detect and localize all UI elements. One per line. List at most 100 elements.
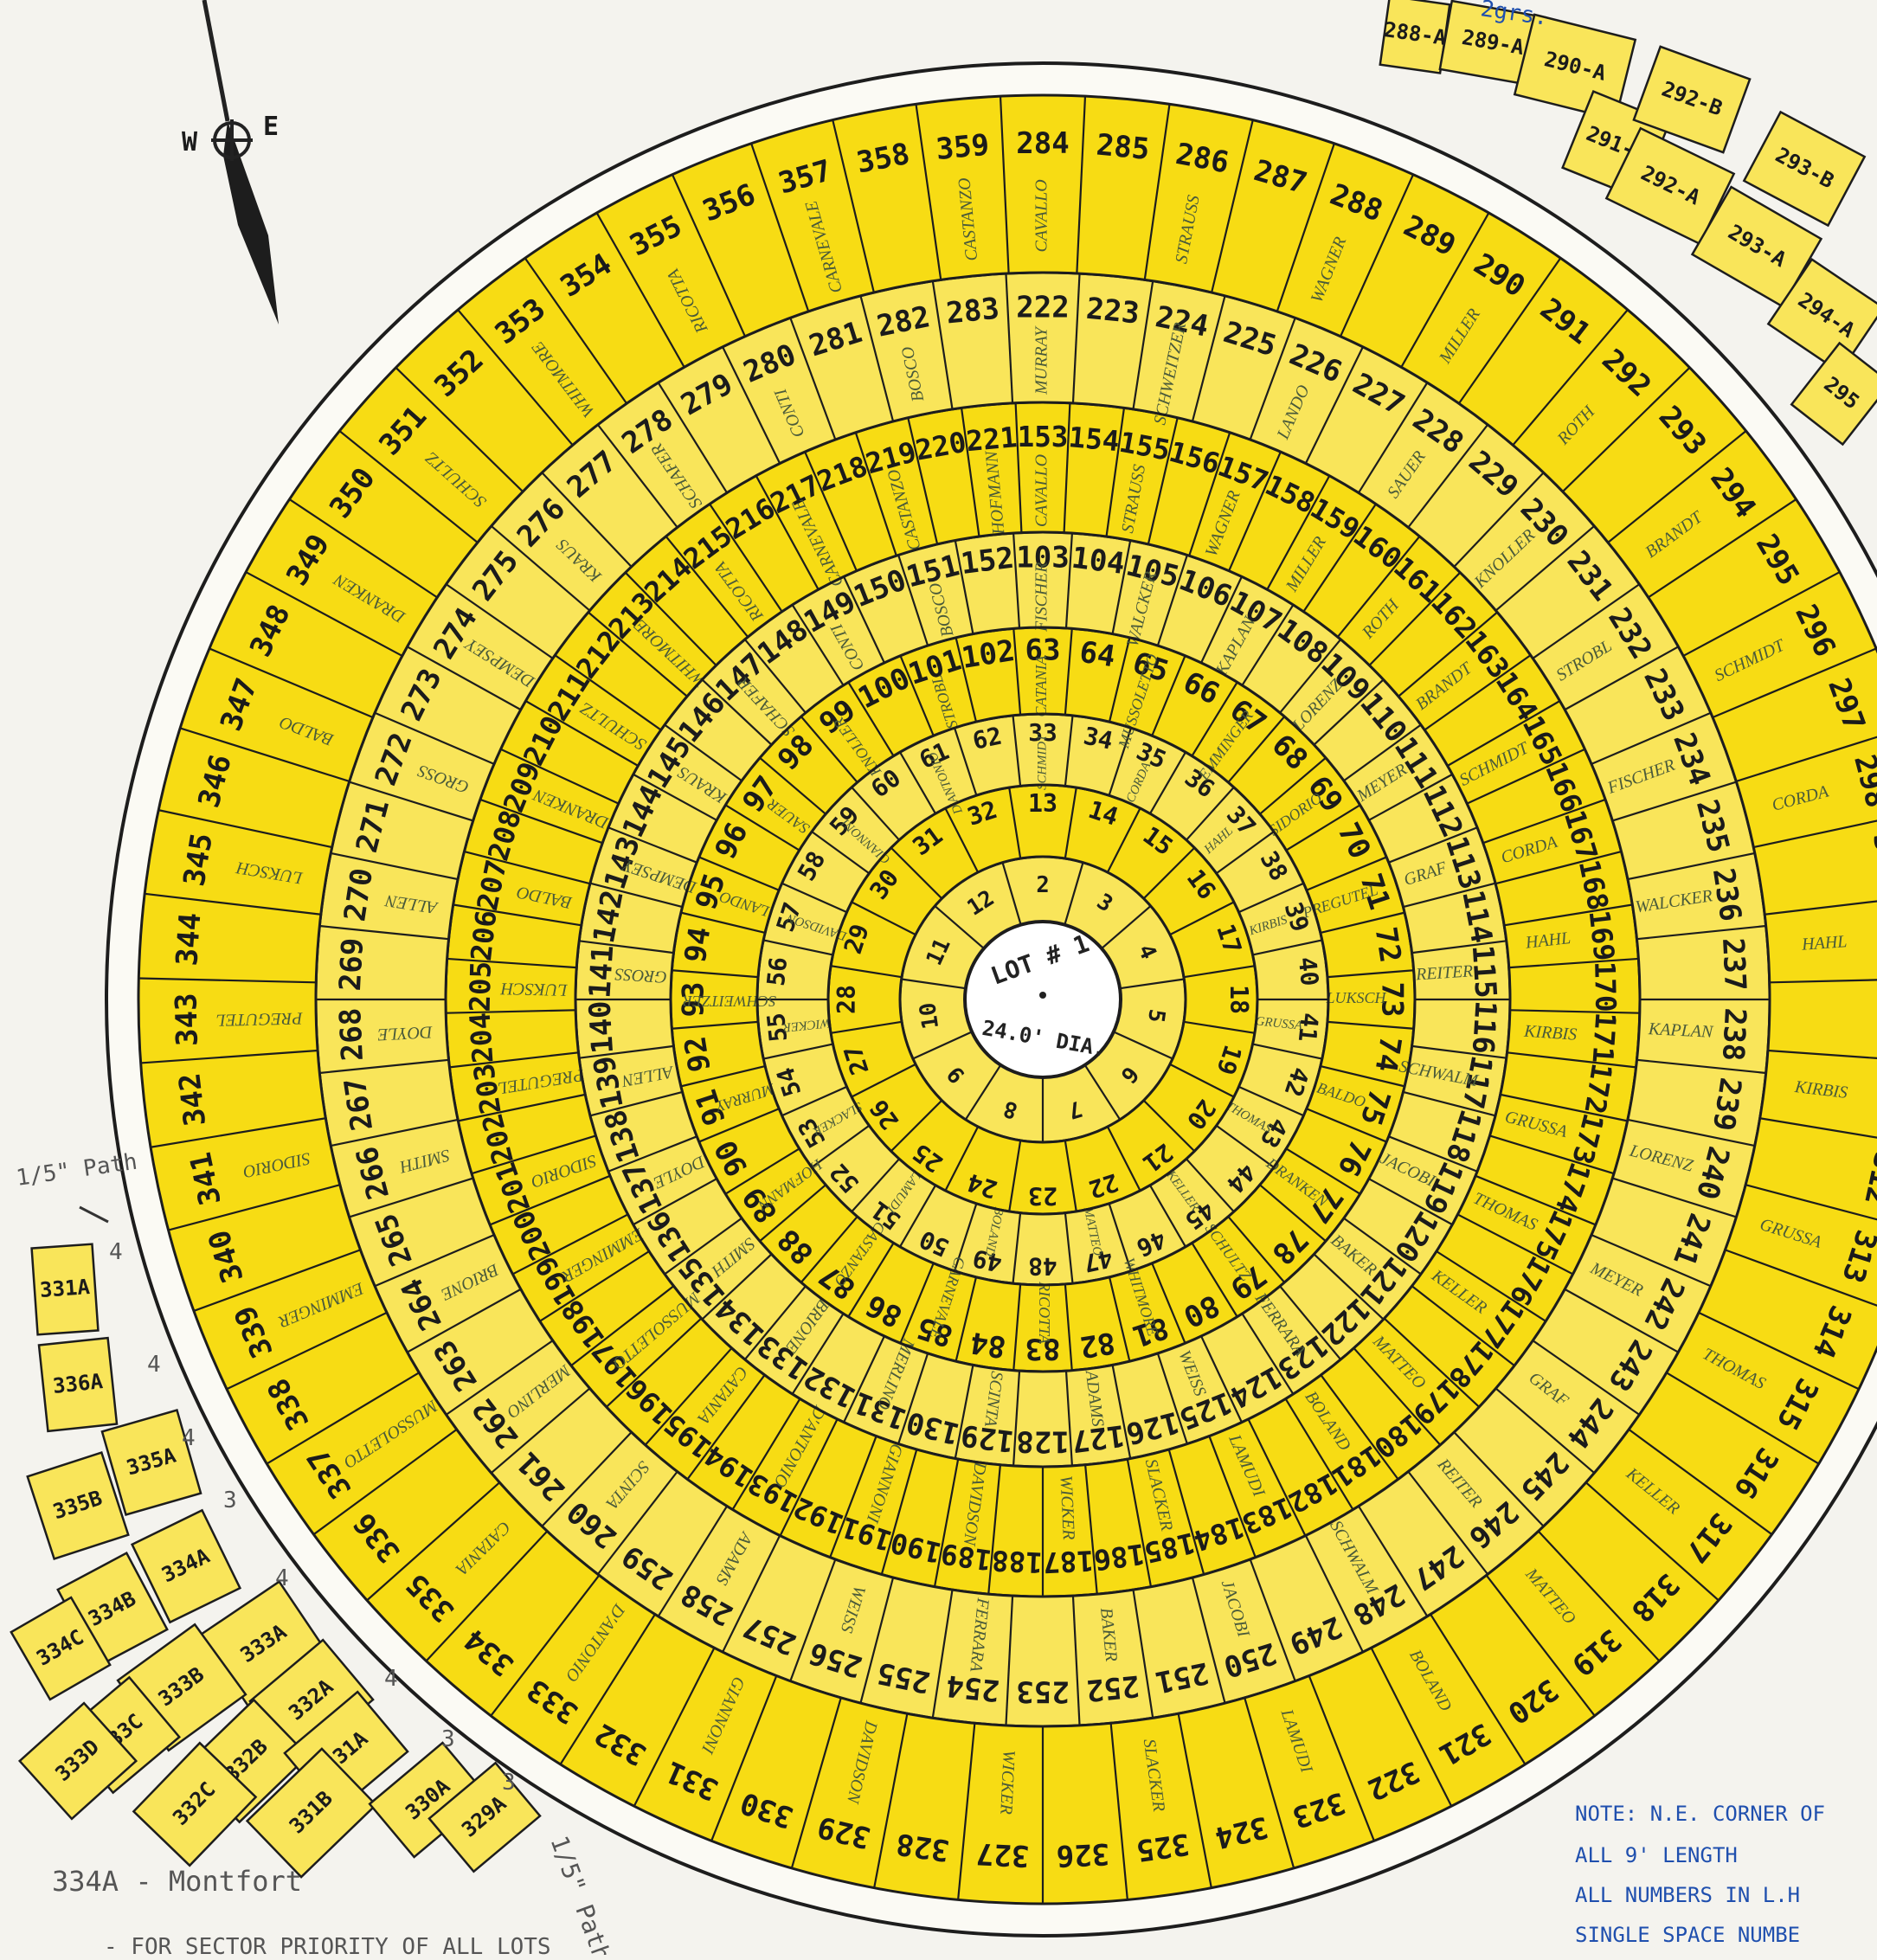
lot-number: 239 — [1706, 1076, 1748, 1134]
note-title: NOTE: N.E. CORNER OF — [1575, 1802, 1825, 1826]
svg-text:336A: 336A — [52, 1369, 105, 1398]
lot-number: 82 — [1077, 1325, 1118, 1365]
path-label-bottom: 1/5" Path — [544, 1832, 616, 1955]
compass-needle-south — [223, 121, 279, 325]
lot-number: 72 — [1368, 924, 1408, 965]
lot-number: 47 — [1081, 1243, 1115, 1277]
lot-number: 5 — [1142, 1007, 1170, 1024]
lot-number: 359 — [935, 127, 991, 167]
lot-number: 41 — [1293, 1012, 1324, 1044]
outer-lot: 293-B — [1742, 110, 1867, 228]
measure-4-c: 4 — [182, 1425, 196, 1451]
lot-number: 285 — [1095, 127, 1151, 167]
lot-owner-name: DOYLE — [377, 1022, 434, 1044]
lot-owner-name: CATANIA — [1032, 654, 1050, 717]
lot-owner-name: GROSS — [614, 964, 668, 986]
lot-number: 55 — [762, 1012, 793, 1044]
center-lot: LOT # 1 24.0' DIA. — [963, 920, 1122, 1079]
lot-number: 253 — [1016, 1674, 1069, 1709]
outer-lot: 294-A — [1766, 257, 1877, 375]
lot-number: 153 — [1018, 421, 1069, 453]
lot-number: 325 — [1135, 1826, 1192, 1867]
lot-owner-name: KIRBIS — [1522, 1022, 1577, 1044]
lot-number: 48 — [1028, 1252, 1057, 1281]
lot-owner-name: CAVALLO — [1032, 454, 1051, 527]
compass-needle-north — [202, 0, 230, 122]
lot-number: 238 — [1715, 1007, 1752, 1062]
lot-number: 205 — [464, 961, 498, 1012]
lot-owner-name: SCHMIDT — [1035, 733, 1049, 790]
lot-owner-name: REITER — [1415, 961, 1474, 984]
path-label-left: 1/5" Path — [15, 1149, 139, 1192]
lot-number: 103 — [1016, 540, 1069, 575]
bottom-cut-note: - FOR SECTOR PRIORITY OF ALL LOTS — [104, 1934, 551, 1960]
lot-number: 83 — [1025, 1332, 1061, 1366]
lot-number: 127 — [1070, 1417, 1127, 1458]
lot-owner-name: KAPLAN — [1647, 1019, 1714, 1042]
lot-number: 40 — [1293, 955, 1324, 987]
lot-number: 129 — [959, 1417, 1016, 1458]
lot-number: 104 — [1070, 541, 1127, 582]
lot-number: 269 — [333, 937, 370, 992]
lot-number: 237 — [1715, 937, 1752, 992]
lot-number: 254 — [945, 1668, 1001, 1707]
outer-lot: 290-A — [1513, 13, 1637, 121]
lot-number: 56 — [762, 955, 793, 987]
measure-3-c: 3 — [502, 1770, 516, 1796]
center-lot-circle — [963, 920, 1122, 1079]
lot-number: 284 — [1016, 126, 1069, 161]
lot-number: 33 — [1028, 718, 1057, 747]
lot-owner-name: LUKSCH — [1325, 989, 1386, 1006]
lot-owner-name: WICKER — [996, 1750, 1018, 1815]
lot-number: 128 — [1016, 1424, 1069, 1459]
note-line-2: ALL 9' LENGTH — [1575, 1843, 1738, 1867]
lot-number: 13 — [1028, 789, 1057, 818]
lot-number: 102 — [959, 633, 1017, 676]
lot-number: 221 — [965, 421, 1019, 458]
measure-4-b: 4 — [147, 1352, 161, 1378]
lot-number: 34 — [1081, 722, 1115, 755]
lot-number: 344 — [170, 911, 208, 967]
svg-text:331A: 331A — [39, 1275, 91, 1302]
compass: W E — [182, 0, 279, 325]
lot-number: 2 — [1036, 872, 1049, 898]
lot-owner-name: GRUSSA — [1255, 1014, 1304, 1033]
lot-number: 203 — [467, 1061, 508, 1116]
outer-lot: 292-A — [1604, 126, 1736, 246]
outer-lot: 329A — [427, 1761, 542, 1873]
lot-number: 188 — [991, 1544, 1043, 1579]
lot-number: 74 — [1368, 1034, 1408, 1075]
note-line-4: SINGLE SPACE NUMBE — [1575, 1923, 1801, 1947]
outer-lot: 332C — [132, 1741, 258, 1867]
lot-owner-name: WICKER — [1057, 1475, 1078, 1540]
outer-lot: 336A — [37, 1336, 119, 1433]
lot-number: 23 — [1028, 1181, 1057, 1210]
compass-west-label: W — [182, 127, 198, 157]
outer-lot: 331B — [245, 1747, 378, 1879]
lot-number: 115 — [1465, 944, 1503, 999]
lot-number: 204 — [464, 1012, 500, 1064]
lot-owner-name: MURRAY — [1032, 325, 1051, 395]
lot-owner-name: CAVALLO — [1032, 179, 1051, 252]
lot-number: 171 — [1586, 1012, 1623, 1064]
lot-number: 84 — [967, 1325, 1008, 1365]
lot-owner-name: HAHL — [1800, 932, 1848, 954]
lot-number: 28 — [832, 985, 861, 1014]
measure-3-a: 3 — [223, 1488, 237, 1513]
lot-number: 154 — [1067, 421, 1121, 458]
lot-number: 63 — [1025, 633, 1061, 668]
lot-number: 326 — [1056, 1836, 1110, 1873]
lot-owner-name: PREGUTEL — [215, 1008, 303, 1029]
lot-number: 170 — [1588, 961, 1622, 1012]
lot-number: 172 — [1578, 1061, 1618, 1116]
lot-number: 62 — [970, 722, 1005, 755]
lot-owner-name: WICKER — [782, 1016, 831, 1035]
lot-owner-name: LUKSCH — [499, 979, 569, 999]
lot-number: 187 — [1042, 1544, 1094, 1579]
lot-number: 283 — [945, 292, 1001, 331]
lot-number: 342 — [172, 1071, 213, 1128]
lot-number: 18 — [1225, 985, 1253, 1014]
